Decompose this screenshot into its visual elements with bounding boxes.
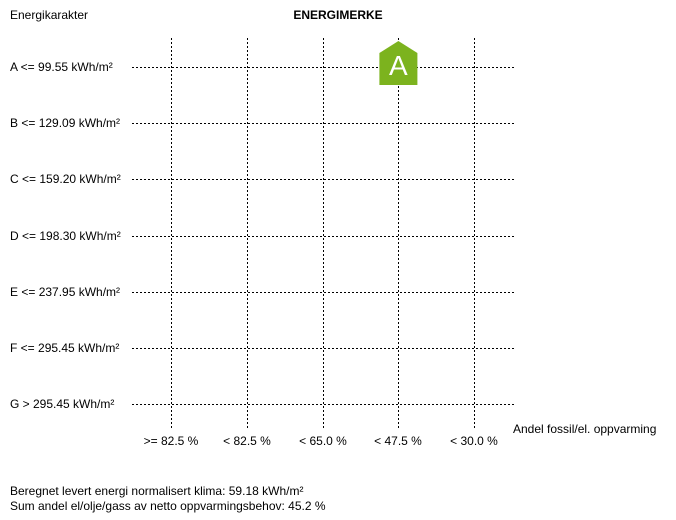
chart-title: ENERGIMERKE xyxy=(293,8,383,22)
x-axis-title: Andel fossil/el. oppvarming xyxy=(513,422,657,436)
y-tick-label: C <= 159.20 kWh/m² xyxy=(10,172,121,186)
y-tick-label: D <= 198.30 kWh/m² xyxy=(10,229,121,243)
energy-class-marker-label: A xyxy=(389,50,408,81)
y-tick-label: F <= 295.45 kWh/m² xyxy=(10,341,119,355)
x-tick-label: < 82.5 % xyxy=(223,434,271,448)
y-tick-label: A <= 99.55 kWh/m² xyxy=(10,60,113,74)
footer-energy-text: Beregnet levert energi normalisert klima… xyxy=(10,484,304,498)
y-axis-title: Energikarakter xyxy=(10,8,89,22)
y-tick-label: E <= 237.95 kWh/m² xyxy=(10,285,120,299)
energy-class-marker xyxy=(379,41,418,85)
y-tick-label: G > 295.45 kWh/m² xyxy=(10,397,114,411)
x-tick-label: >= 82.5 % xyxy=(144,434,199,448)
x-tick-label: < 47.5 % xyxy=(374,434,422,448)
footer-fossil-text: Sum andel el/olje/gass av netto oppvarmi… xyxy=(10,499,326,513)
x-tick-label: < 65.0 % xyxy=(299,434,347,448)
x-tick-label: < 30.0 % xyxy=(450,434,498,448)
y-tick-label: B <= 129.09 kWh/m² xyxy=(10,116,120,130)
